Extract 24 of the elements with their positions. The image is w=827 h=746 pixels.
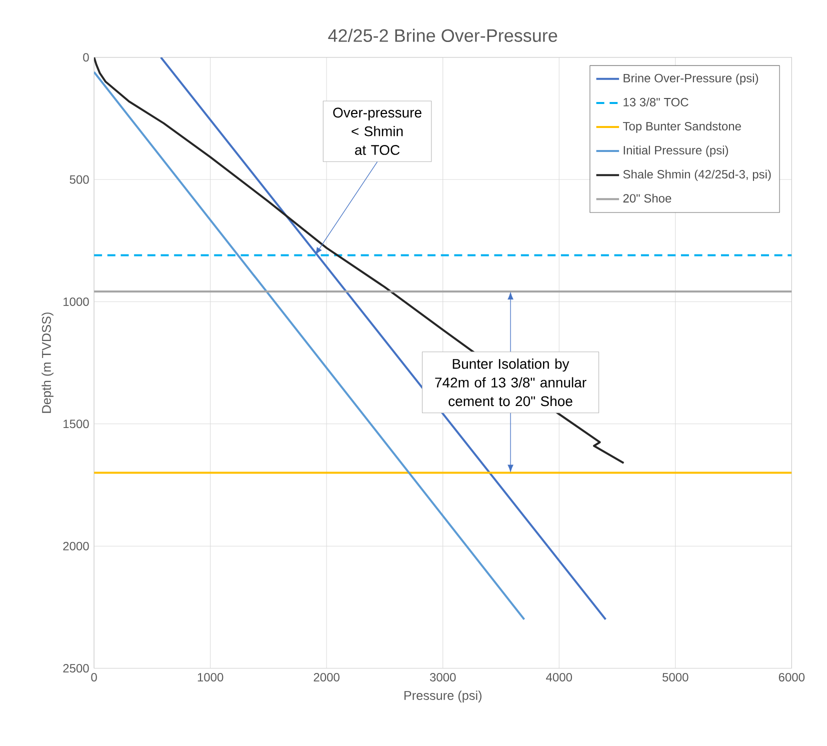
y-tick-label: 2500 xyxy=(63,664,89,672)
x-tick-label: 2000 xyxy=(314,672,340,682)
x-axis-title: Pressure (psi) xyxy=(404,690,482,702)
y-tick-label: 2000 xyxy=(63,542,89,550)
chart-title: 42/25-2 Brine Over-Pressure xyxy=(328,28,558,42)
annotation: Bunter Isolation by 742m of 13 3/8" annular cement to 20" Shoe xyxy=(435,358,586,406)
legend-label: Shale Shmin (42/25d-3, psi) xyxy=(623,170,771,181)
y-axis-title: Depth (m TVDSS) xyxy=(42,312,54,413)
x-tick-label: 4000 xyxy=(546,672,572,682)
legend-label: Top Bunter Sandstone xyxy=(622,122,741,133)
x-tick-label: 6000 xyxy=(778,672,805,682)
x-tick-label: 5000 xyxy=(662,672,688,682)
x-tick-label: 1000 xyxy=(198,672,224,682)
legend-label: 20" Shoe xyxy=(623,194,672,202)
y-tick-label: 1000 xyxy=(64,297,89,306)
legend-label: Initial Pressure (psi) xyxy=(624,146,728,157)
legend-label: Brine Over-Pressure (psi) xyxy=(624,73,758,85)
annotation: Over-pressure < Shmin at TOC xyxy=(333,108,422,155)
y-tick-label: 1500 xyxy=(64,420,89,428)
y-tick-label: 500 xyxy=(70,175,89,184)
x-tick-label: 0 xyxy=(91,672,97,682)
x-tick-label: 3000 xyxy=(430,672,456,682)
y-tick-label: 0 xyxy=(83,52,89,62)
legend-label: 13 3/8" TOC xyxy=(624,97,688,106)
